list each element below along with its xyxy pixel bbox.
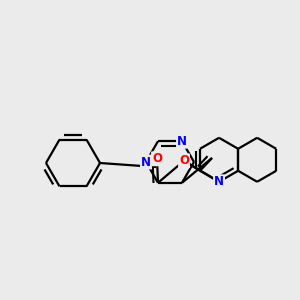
- Text: N: N: [141, 155, 151, 169]
- Text: O: O: [179, 154, 189, 167]
- Text: O: O: [152, 152, 162, 165]
- Text: N: N: [177, 135, 187, 148]
- Text: N: N: [214, 175, 224, 188]
